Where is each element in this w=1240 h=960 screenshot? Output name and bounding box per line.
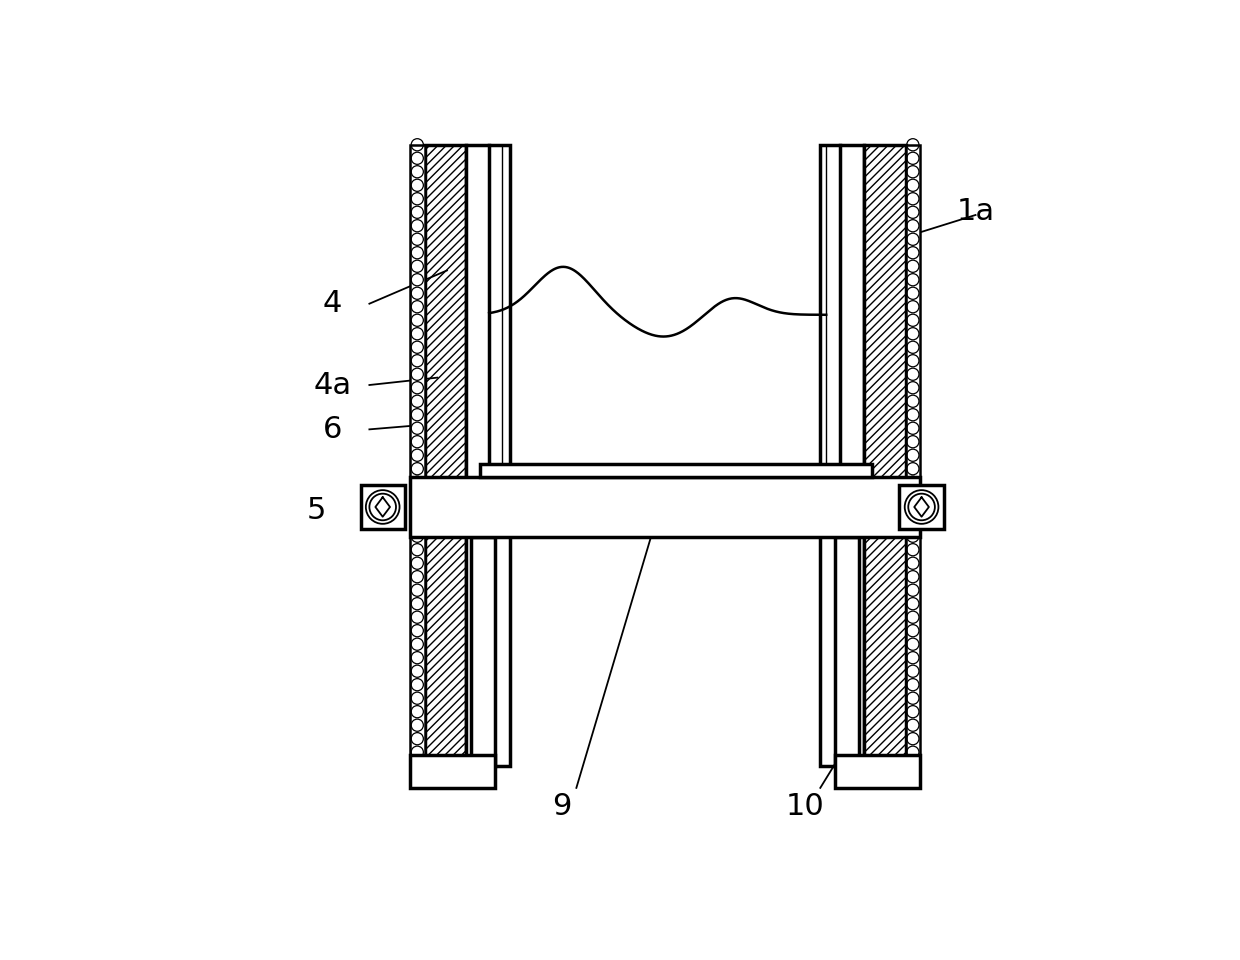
Text: 9: 9 [552, 792, 572, 821]
Bar [410, 477, 920, 537]
Bar [410, 145, 424, 766]
Bar [821, 145, 864, 766]
Text: 10: 10 [786, 792, 825, 821]
Bar [424, 145, 466, 766]
Bar [835, 537, 859, 766]
Bar [835, 755, 920, 788]
Text: 4a: 4a [314, 371, 351, 399]
Text: 5: 5 [306, 496, 326, 525]
Bar [480, 464, 872, 477]
Text: 1a: 1a [956, 197, 994, 226]
Bar [899, 485, 944, 529]
Bar [864, 145, 905, 766]
Text: 6: 6 [322, 415, 342, 444]
Bar [471, 537, 495, 766]
Bar [466, 145, 510, 766]
Bar [361, 485, 405, 529]
Bar [905, 145, 920, 766]
Bar [410, 755, 495, 788]
Text: 4: 4 [322, 289, 342, 318]
